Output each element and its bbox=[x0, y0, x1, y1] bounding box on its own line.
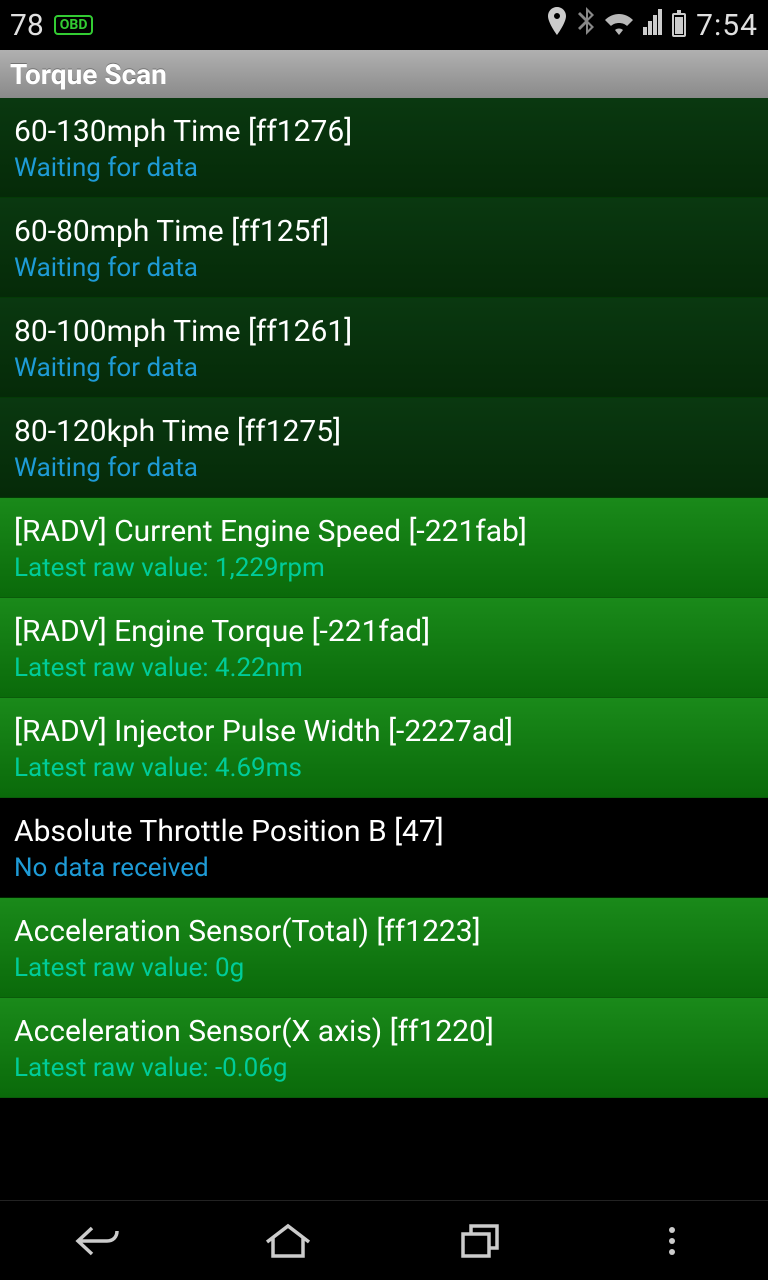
list-item[interactable]: 60-130mph Time [ff1276] Waiting for data bbox=[0, 98, 768, 198]
menu-button[interactable] bbox=[642, 1211, 702, 1271]
battery-icon bbox=[672, 13, 686, 37]
item-status: Latest raw value: 1,229rpm bbox=[14, 553, 754, 583]
signal-icon bbox=[643, 8, 662, 43]
item-status: Latest raw value: 4.69ms bbox=[14, 753, 754, 783]
list-item[interactable]: [RADV] Current Engine Speed [-221fab] Lat… bbox=[0, 498, 768, 598]
item-title: [RADV] Current Engine Speed [-221fab] bbox=[14, 514, 754, 549]
status-right: 7:54 bbox=[547, 7, 758, 43]
item-status: Waiting for data bbox=[14, 453, 754, 483]
item-status: Latest raw value: 4.22nm bbox=[14, 653, 754, 683]
item-status: Waiting for data bbox=[14, 353, 754, 383]
wifi-icon bbox=[605, 8, 633, 43]
recent-apps-button[interactable] bbox=[450, 1211, 510, 1271]
status-left: 78 OBD bbox=[10, 8, 93, 43]
item-title: 80-100mph Time [ff1261] bbox=[14, 314, 754, 349]
nav-bar bbox=[0, 1200, 768, 1280]
back-button[interactable] bbox=[66, 1211, 126, 1271]
list-item[interactable]: 80-100mph Time [ff1261] Waiting for data bbox=[0, 298, 768, 398]
location-icon bbox=[547, 7, 567, 43]
item-status: Latest raw value: 0g bbox=[14, 953, 754, 983]
item-title: Acceleration Sensor(X axis) [ff1220] bbox=[14, 1014, 754, 1049]
list-item[interactable]: 60-80mph Time [ff125f] Waiting for data bbox=[0, 198, 768, 298]
item-status: Latest raw value: -0.06g bbox=[14, 1053, 754, 1083]
obd-badge-icon: OBD bbox=[54, 15, 94, 35]
status-bar: 78 OBD 7:54 bbox=[0, 0, 768, 50]
list-item[interactable]: 80-120kph Time [ff1275] Waiting for data bbox=[0, 398, 768, 498]
item-title: Absolute Throttle Position B [47] bbox=[14, 814, 754, 849]
item-title: Acceleration Sensor(Total) [ff1223] bbox=[14, 914, 754, 949]
item-title: 60-130mph Time [ff1276] bbox=[14, 114, 754, 149]
item-title: [RADV] Engine Torque [-221fad] bbox=[14, 614, 754, 649]
list-item[interactable]: Acceleration Sensor(Total) [ff1223] Lates… bbox=[0, 898, 768, 998]
status-value: 78 bbox=[10, 8, 44, 43]
pid-list[interactable]: 60-130mph Time [ff1276]Waiting for data6… bbox=[0, 98, 768, 1200]
item-title: 60-80mph Time [ff125f] bbox=[14, 214, 754, 249]
clock: 7:54 bbox=[696, 8, 758, 43]
list-item[interactable]: Acceleration Sensor(X axis) [ff1220] Late… bbox=[0, 998, 768, 1098]
bluetooth-icon bbox=[577, 7, 595, 43]
item-status: Waiting for data bbox=[14, 253, 754, 283]
app-header: Torque Scan bbox=[0, 50, 768, 98]
app-title: Torque Scan bbox=[10, 58, 167, 91]
list-item[interactable]: Absolute Throttle Position B [47] No data… bbox=[0, 798, 768, 898]
item-status: No data received bbox=[14, 853, 754, 883]
list-item[interactable]: [RADV] Injector Pulse Width [-2227ad] Lat… bbox=[0, 698, 768, 798]
home-button[interactable] bbox=[258, 1211, 318, 1271]
item-title: [RADV] Injector Pulse Width [-2227ad] bbox=[14, 714, 754, 749]
list-item[interactable]: [RADV] Engine Torque [-221fad] Latest raw… bbox=[0, 598, 768, 698]
item-title: 80-120kph Time [ff1275] bbox=[14, 414, 754, 449]
item-status: Waiting for data bbox=[14, 153, 754, 183]
